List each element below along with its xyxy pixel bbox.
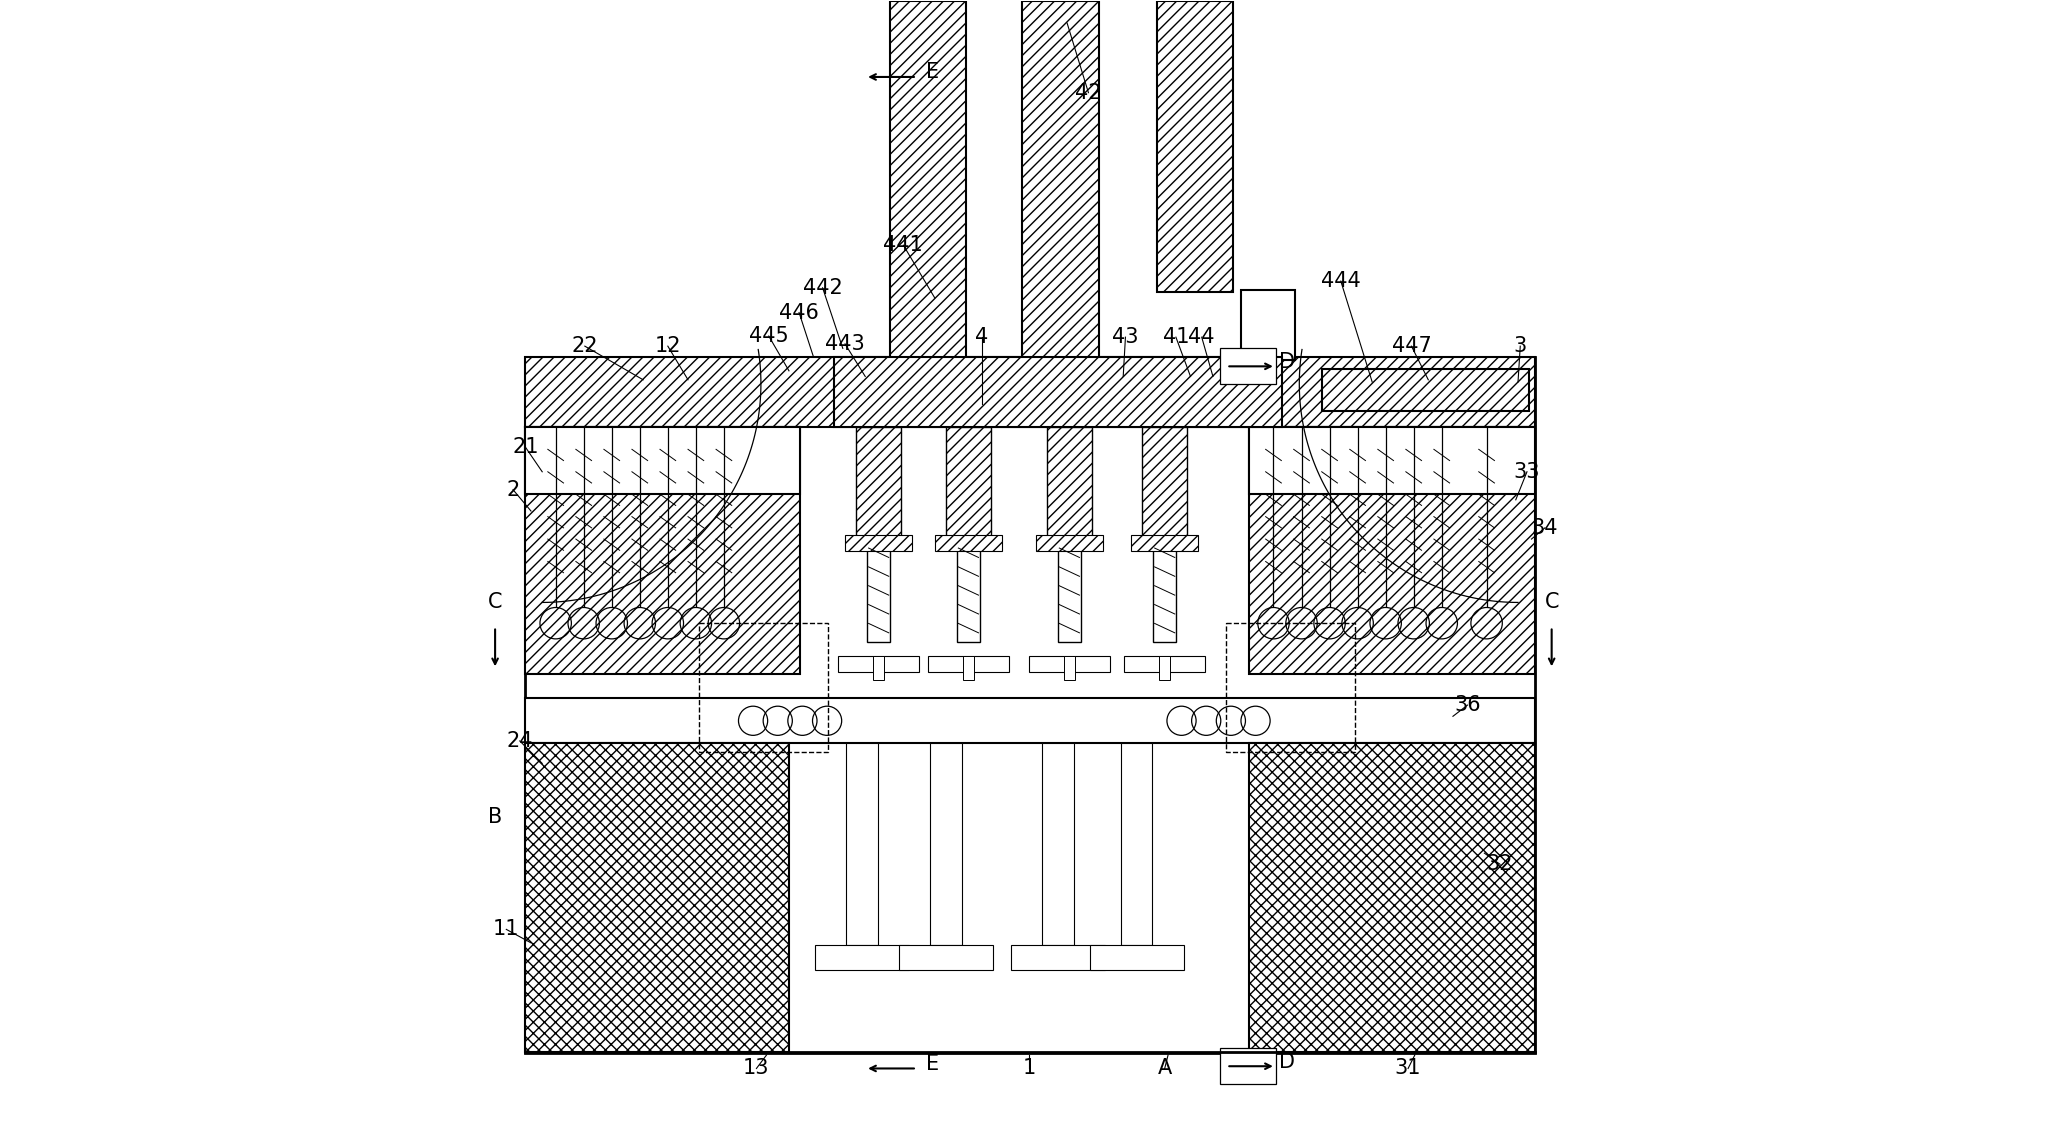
Text: C: C [488,592,502,612]
Text: 13: 13 [744,1059,770,1078]
Bar [525,743,789,1051]
Bar [816,946,910,970]
Text: A: A [1158,1059,1172,1078]
Bar [947,427,992,548]
Text: 32: 32 [1488,855,1514,875]
Bar [525,427,801,674]
Text: 42: 42 [1076,83,1102,102]
Text: 447: 447 [1391,336,1432,356]
Text: 441: 441 [883,235,924,255]
Bar [873,656,885,679]
Text: 22: 22 [572,336,598,356]
Bar [1057,548,1080,642]
Bar [525,357,1535,1052]
Bar [1242,290,1295,359]
Bar [525,699,1535,743]
Bar [834,357,1283,427]
Text: 44: 44 [1188,327,1215,347]
Bar [1131,535,1199,550]
Text: D: D [1279,351,1295,372]
Text: E: E [926,63,938,82]
Text: 442: 442 [803,277,842,298]
Bar [1043,743,1074,946]
Text: 31: 31 [1395,1059,1422,1078]
Bar [525,357,1535,427]
Bar [1219,1048,1277,1084]
Bar [930,743,961,946]
Bar [699,623,828,752]
Text: 36: 36 [1455,695,1481,715]
Text: 3: 3 [1514,336,1527,356]
Bar [957,548,979,642]
Bar [1158,1,1233,292]
Text: D: D [1279,1052,1295,1071]
Bar [1248,743,1535,1051]
Text: 11: 11 [494,920,520,939]
Bar [889,1,967,359]
Text: 445: 445 [748,326,789,346]
Bar [867,548,889,642]
Text: 41: 41 [1162,327,1188,347]
Bar [1022,1,1098,359]
Bar [856,427,902,548]
Bar [934,535,1002,550]
Text: C: C [1545,592,1559,612]
Text: E: E [926,1054,938,1074]
Bar [844,535,912,550]
Bar [1121,743,1152,946]
Text: 2: 2 [506,480,520,500]
Bar [525,427,801,494]
Bar [1227,623,1354,752]
Text: 446: 446 [779,302,820,322]
Bar [963,656,973,679]
Text: 444: 444 [1322,271,1361,291]
Text: 43: 43 [1113,327,1139,347]
Bar [1029,656,1111,672]
Text: 21: 21 [512,437,539,457]
Bar [1322,368,1529,411]
Bar [1125,656,1205,672]
Bar [1248,427,1535,494]
Bar [928,656,1008,672]
Bar [838,656,920,672]
Bar [1154,548,1176,642]
Bar [1035,535,1102,550]
Text: 24: 24 [506,731,533,751]
Bar [1141,427,1186,548]
Text: 33: 33 [1514,462,1541,482]
Bar [1090,946,1184,970]
Bar [846,743,877,946]
Text: 34: 34 [1533,518,1557,538]
Bar [1219,348,1277,384]
Bar [1010,946,1104,970]
Text: 443: 443 [826,334,865,354]
Text: 12: 12 [654,336,680,356]
Bar [1248,427,1535,674]
Text: 1: 1 [1022,1059,1035,1078]
Text: 4: 4 [975,327,988,347]
Bar [1063,656,1076,679]
Text: B: B [488,807,502,828]
Bar [1160,656,1170,679]
Bar [1047,427,1092,548]
Bar [900,946,994,970]
